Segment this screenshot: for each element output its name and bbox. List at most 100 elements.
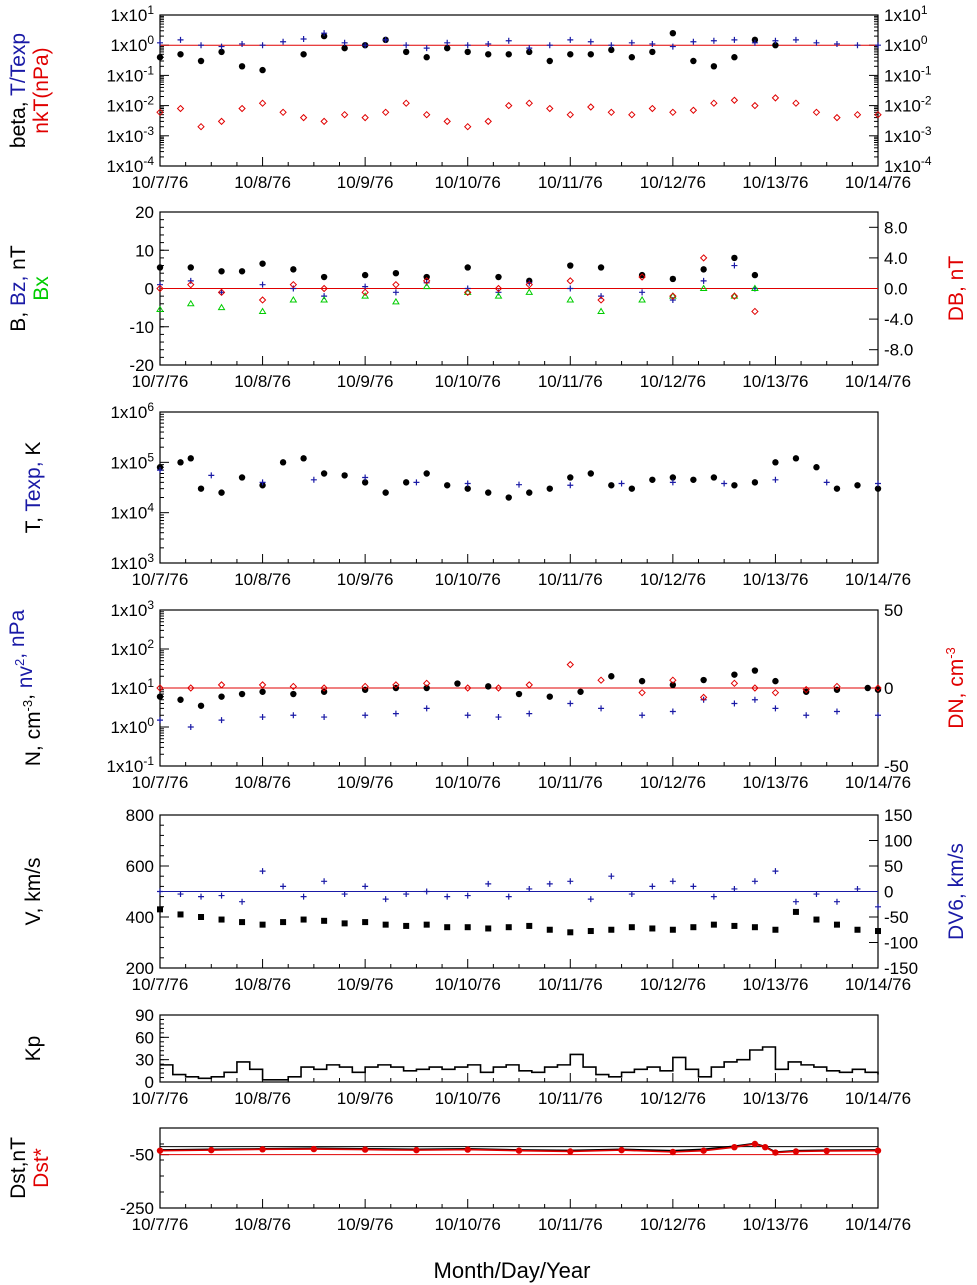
data-point	[485, 683, 492, 690]
x-tick-label: 10/14/76	[845, 372, 911, 391]
data-point	[157, 717, 163, 724]
data-point	[289, 296, 298, 303]
data-point	[300, 36, 307, 43]
data-point	[218, 489, 225, 496]
data-point	[515, 1147, 523, 1154]
data-point	[608, 926, 615, 933]
data-point	[156, 693, 164, 700]
data-point	[320, 470, 328, 477]
data-point	[761, 1144, 769, 1151]
data-point	[587, 928, 594, 935]
data-point	[587, 896, 594, 903]
y2-tick-label: 1x10-3	[884, 124, 932, 146]
data-point	[485, 880, 492, 887]
x-tick-label: 10/9/76	[337, 1215, 394, 1234]
data-point	[668, 292, 677, 299]
data-point	[607, 108, 616, 117]
data-point	[751, 684, 759, 692]
data-point	[638, 677, 646, 685]
data-point	[208, 1146, 215, 1154]
data-point	[566, 110, 574, 119]
y-tick-label: -10	[129, 318, 154, 337]
data-point	[320, 688, 328, 695]
data-point	[649, 40, 656, 47]
data-point	[639, 289, 646, 296]
data-point	[218, 48, 225, 56]
data-point	[392, 270, 400, 277]
x-tick-label: 10/8/76	[234, 372, 291, 391]
data-point	[587, 470, 594, 477]
data-point	[751, 101, 759, 110]
data-point	[628, 891, 635, 898]
data-point	[710, 99, 718, 107]
data-point	[546, 104, 554, 113]
y2-tick-label: 50	[884, 857, 903, 876]
y-axis-label: B, Bz, nT	[7, 245, 30, 332]
series-red	[156, 1140, 882, 1156]
data-point	[710, 921, 717, 928]
data-point	[218, 693, 225, 700]
data-point	[526, 922, 533, 929]
data-point	[731, 482, 738, 489]
data-point	[443, 117, 451, 126]
data-point	[772, 677, 779, 685]
y-tick-label: 1x10-4	[106, 154, 154, 176]
data-point	[454, 680, 461, 687]
data-point	[423, 273, 430, 281]
data-point	[402, 48, 410, 56]
x-tick-label: 10/14/76	[845, 173, 911, 192]
y2-tick-label: 8.0	[884, 218, 908, 237]
data-point	[444, 924, 451, 931]
data-point	[669, 108, 677, 117]
data-point	[833, 40, 840, 47]
y-tick-label: 1x105	[110, 450, 154, 472]
data-point	[618, 1146, 625, 1154]
data-point	[669, 878, 676, 885]
data-point	[197, 485, 205, 492]
data-point	[669, 292, 677, 300]
panel-density: 1x10-1 1x100 1x101 1x102 1x103 -50 0 50 10/7/76 1…	[6, 598, 968, 792]
data-point	[310, 476, 317, 483]
data-point	[156, 264, 164, 271]
data-point	[320, 296, 328, 303]
data-point	[669, 676, 677, 684]
data-point	[239, 40, 246, 47]
data-point	[710, 893, 717, 900]
x-tick-label: 10/14/76	[845, 1215, 911, 1234]
data-point	[515, 690, 523, 698]
data-point	[813, 464, 820, 471]
x-tick-label: 10/7/76	[132, 570, 189, 589]
y-tick-label: -20	[129, 356, 154, 375]
data-point	[567, 51, 574, 58]
data-point	[567, 474, 574, 481]
y2-tick-label: 100	[884, 832, 912, 851]
y-tick-label: -250	[120, 1199, 154, 1218]
data-point	[546, 485, 553, 492]
series-blue	[157, 467, 881, 489]
data-point	[392, 710, 399, 717]
data-point	[597, 307, 605, 314]
data-point	[423, 888, 430, 895]
data-point	[238, 268, 246, 275]
x-tick-label: 10/11/76	[538, 570, 603, 589]
data-point	[669, 479, 676, 486]
data-point	[280, 883, 287, 890]
series-black	[157, 906, 881, 936]
data-point	[217, 288, 226, 297]
data-point	[423, 45, 430, 52]
y-axis-label-2: Dst*	[30, 1148, 53, 1188]
x-tick-label: 10/9/76	[337, 372, 394, 391]
y-tick-label: 1x10-3	[106, 124, 154, 146]
y-axis-label-2: Bx	[30, 276, 53, 301]
data-point	[239, 919, 246, 926]
data-point	[484, 117, 492, 126]
series-black	[156, 667, 882, 709]
x-tick-label: 10/13/76	[742, 1215, 808, 1234]
x-tick-label: 10/10/76	[435, 975, 501, 994]
data-point	[341, 472, 348, 479]
series-black	[156, 29, 779, 74]
x-tick-label: 10/10/76	[435, 173, 501, 192]
data-point	[290, 712, 297, 719]
data-point	[731, 54, 738, 61]
data-point	[177, 696, 184, 703]
